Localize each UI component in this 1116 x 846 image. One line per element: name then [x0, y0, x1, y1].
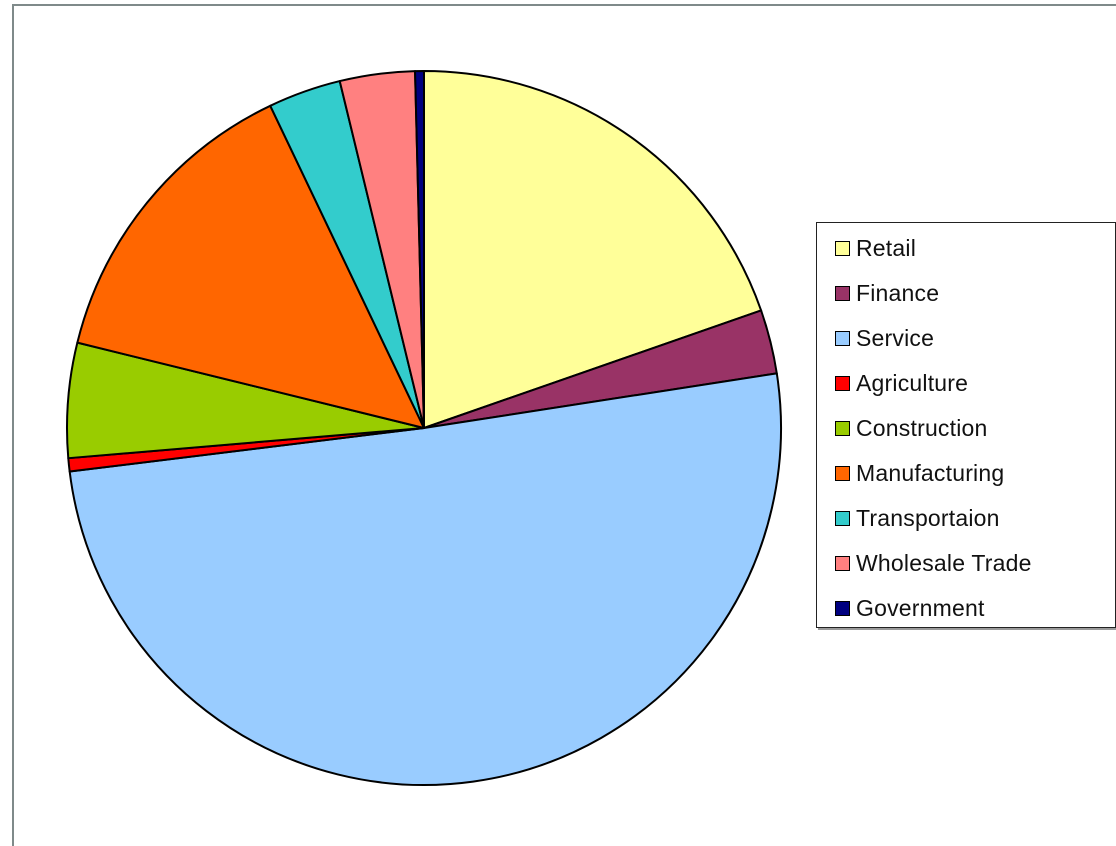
- legend-label: Retail: [856, 234, 917, 261]
- legend-swatch: [835, 420, 850, 436]
- pie-slice-service: [68, 372, 782, 787]
- pie-slice-government: [414, 70, 425, 429]
- legend-item-transportaion: Transportaion: [835, 503, 1000, 533]
- legend-item-construction: Construction: [835, 413, 988, 443]
- legend-item-retail: Retail: [835, 233, 916, 263]
- legend-swatch: [835, 330, 850, 346]
- legend-item-agriculture: Agriculture: [835, 368, 968, 398]
- legend-swatch: [835, 375, 850, 391]
- legend-label: Manufacturing: [856, 459, 1005, 486]
- legend-swatch: [835, 600, 850, 616]
- legend-label: Finance: [856, 279, 940, 306]
- legend-item-finance: Finance: [835, 278, 939, 308]
- legend-swatch: [835, 285, 850, 301]
- pie-slice-manufacturing: [76, 104, 425, 429]
- legend-swatch: [835, 555, 850, 571]
- legend-label: Transportaion: [856, 504, 1000, 531]
- legend-item-wholesale-trade: Wholesale Trade: [835, 548, 1032, 578]
- legend-swatch: [835, 465, 850, 481]
- legend-item-manufacturing: Manufacturing: [835, 458, 1004, 488]
- legend: Retail Finance Service Agriculture Construct…: [816, 222, 1116, 628]
- pie-slice-retail: [423, 70, 763, 429]
- legend-label: Construction: [856, 414, 988, 441]
- legend-label: Wholesale Trade: [856, 549, 1032, 576]
- legend-label: Agriculture: [856, 369, 969, 396]
- legend-label: Government: [856, 594, 985, 621]
- chart-frame: [12, 4, 1116, 846]
- legend-swatch: [835, 510, 850, 526]
- legend-item-service: Service: [835, 323, 934, 353]
- legend-swatch: [835, 240, 850, 256]
- legend-item-government: Government: [835, 593, 985, 623]
- legend-label: Service: [856, 324, 935, 351]
